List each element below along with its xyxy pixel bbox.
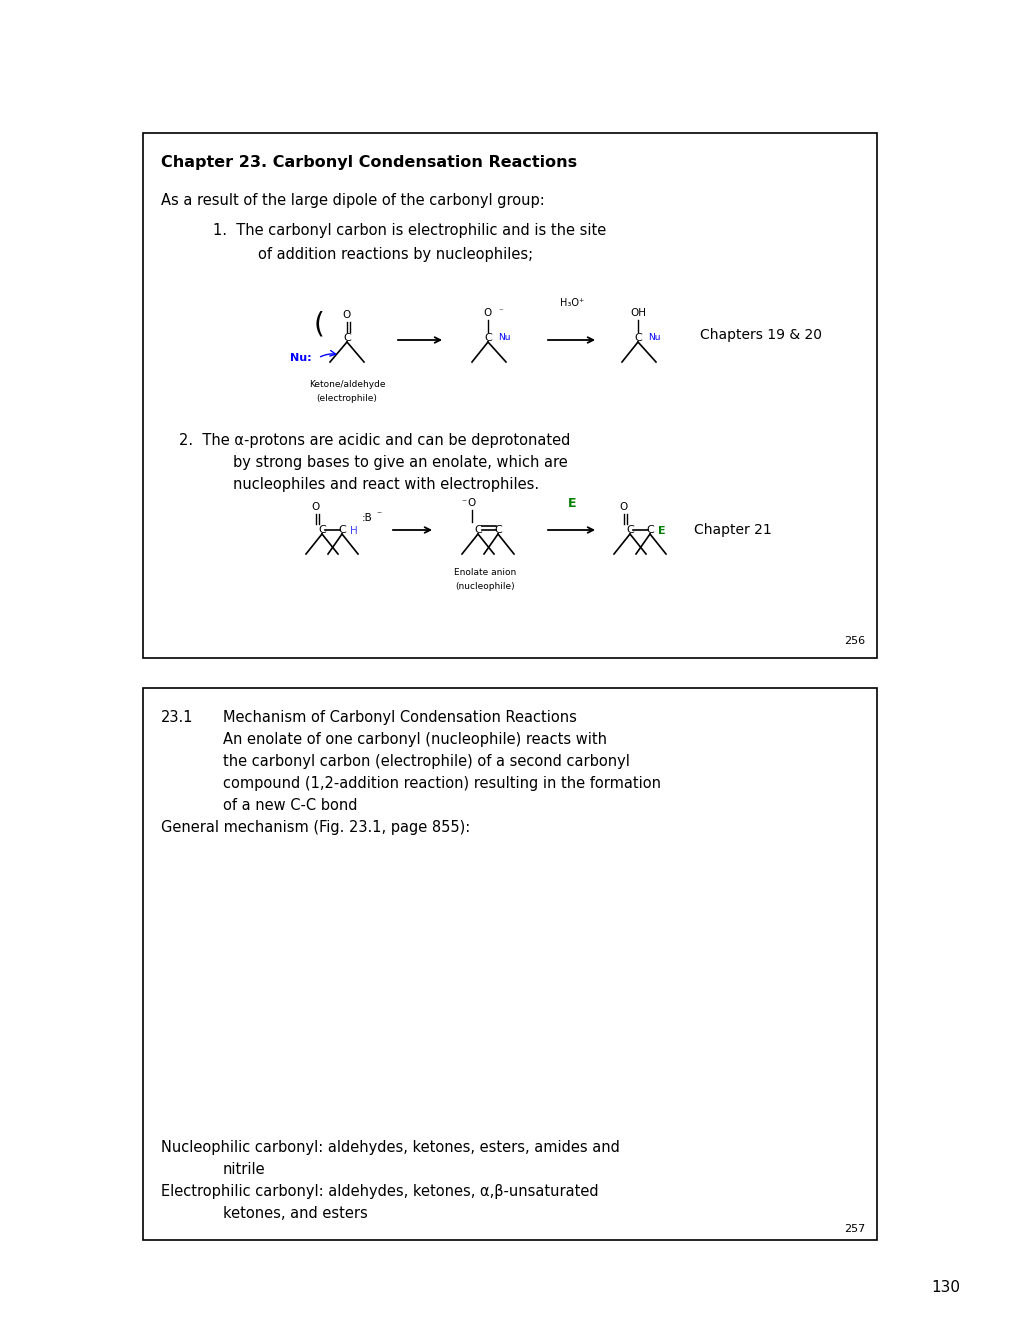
Text: H₃O⁺: H₃O⁺: [559, 298, 584, 308]
Text: (: (: [313, 312, 324, 339]
Text: of addition reactions by nucleophiles;: of addition reactions by nucleophiles;: [258, 247, 533, 261]
Text: C: C: [337, 525, 345, 535]
Text: 23.1: 23.1: [161, 710, 194, 725]
Text: compound (1,2-addition reaction) resulting in the formation: compound (1,2-addition reaction) resulti…: [223, 776, 660, 791]
Text: Nu: Nu: [497, 334, 510, 342]
Text: Electrophilic carbonyl: aldehydes, ketones, α,β-unsaturated: Electrophilic carbonyl: aldehydes, keton…: [161, 1184, 598, 1199]
Text: Chapters 19 & 20: Chapters 19 & 20: [699, 327, 821, 342]
Text: (nucleophile): (nucleophile): [454, 582, 515, 591]
Text: E: E: [657, 525, 665, 536]
Text: C: C: [493, 525, 501, 535]
Text: O: O: [468, 498, 476, 508]
Bar: [143, 688, 876, 1239]
Text: (electrophile): (electrophile): [316, 393, 377, 403]
Text: 130: 130: [930, 1280, 959, 1295]
Text: C: C: [484, 333, 491, 343]
Text: 1.  The carbonyl carbon is electrophilic and is the site: 1. The carbonyl carbon is electrophilic …: [213, 223, 605, 238]
Text: Nucleophilic carbonyl: aldehydes, ketones, esters, amides and: Nucleophilic carbonyl: aldehydes, ketone…: [161, 1140, 620, 1155]
Text: E: E: [568, 498, 576, 510]
Text: H: H: [350, 525, 358, 536]
Text: Nu:: Nu:: [289, 352, 312, 363]
Text: of a new C-C bond: of a new C-C bond: [223, 799, 357, 813]
Text: Mechanism of Carbonyl Condensation Reactions: Mechanism of Carbonyl Condensation React…: [223, 710, 577, 725]
Text: 256: 256: [843, 636, 864, 645]
Text: ketones, and esters: ketones, and esters: [223, 1206, 368, 1221]
Text: C: C: [645, 525, 653, 535]
Text: :B: :B: [362, 513, 372, 523]
Text: the carbonyl carbon (electrophile) of a second carbonyl: the carbonyl carbon (electrophile) of a …: [223, 754, 630, 770]
Text: An enolate of one carbonyl (nucleophile) reacts with: An enolate of one carbonyl (nucleophile)…: [223, 733, 606, 747]
Bar: [143, 133, 876, 657]
Text: C: C: [342, 333, 351, 343]
Text: Ketone/aldehyde: Ketone/aldehyde: [309, 380, 385, 389]
Text: C: C: [626, 525, 633, 535]
Text: ⁻: ⁻: [497, 308, 502, 315]
Text: ⁻: ⁻: [376, 510, 381, 520]
Text: 2.  The α-protons are acidic and can be deprotonated: 2. The α-protons are acidic and can be d…: [178, 433, 570, 447]
Text: nitrile: nitrile: [223, 1162, 265, 1177]
Text: O: O: [342, 310, 351, 319]
Text: nucleophiles and react with electrophiles.: nucleophiles and react with electrophile…: [232, 477, 539, 492]
Text: Enolate anion: Enolate anion: [453, 568, 516, 577]
Text: Nu: Nu: [647, 334, 660, 342]
Text: Chapter 21: Chapter 21: [693, 523, 771, 537]
Text: C: C: [474, 525, 481, 535]
Text: O: O: [312, 502, 320, 512]
Text: O: O: [483, 308, 491, 318]
Text: OH: OH: [630, 308, 645, 318]
Text: Chapter 23. Carbonyl Condensation Reactions: Chapter 23. Carbonyl Condensation Reacti…: [161, 154, 577, 170]
Text: C: C: [634, 333, 641, 343]
Text: General mechanism (Fig. 23.1, page 855):: General mechanism (Fig. 23.1, page 855):: [161, 820, 470, 836]
Text: by strong bases to give an enolate, which are: by strong bases to give an enolate, whic…: [232, 455, 568, 470]
Text: ⁻: ⁻: [461, 498, 466, 508]
Text: 257: 257: [843, 1224, 864, 1234]
Text: C: C: [318, 525, 325, 535]
Text: As a result of the large dipole of the carbonyl group:: As a result of the large dipole of the c…: [161, 193, 544, 209]
Text: O: O: [620, 502, 628, 512]
